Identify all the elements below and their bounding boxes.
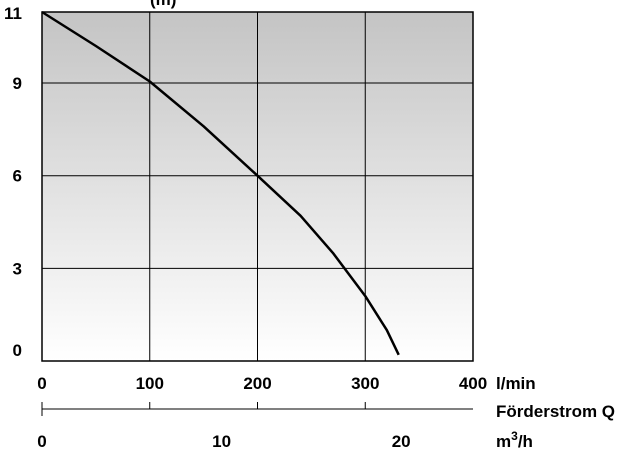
secondary-x-tick-label: 10	[212, 432, 231, 451]
top-label-fragment: (m)	[150, 0, 176, 9]
y-tick-label: 3	[13, 259, 22, 278]
y-tick-labels: 0 3 6 9 11	[4, 4, 22, 360]
plot-frame	[41, 11, 474, 362]
y-tick-label: 0	[13, 341, 22, 360]
y-tick-label: 6	[13, 167, 22, 186]
series-line	[41, 10, 400, 356]
secondary-x-axis: 0 10 20	[37, 402, 473, 451]
grid-lines	[41, 11, 474, 362]
series-layer	[41, 10, 400, 356]
secondary-x-tick-label: 0	[37, 432, 46, 451]
x-axis-title: Förderstrom Q	[496, 402, 615, 421]
y-tick-label: 11	[4, 4, 22, 23]
x-tick-labels: 0 100 200 300 400	[37, 374, 487, 393]
secondary-x-unit-base: m	[496, 432, 511, 451]
secondary-x-unit-tail: /h	[518, 432, 533, 451]
x-tick-label: 100	[136, 374, 164, 393]
x-tick-label: 400	[459, 374, 487, 393]
y-tick-label: 9	[13, 74, 22, 93]
x-tick-label: 0	[37, 374, 46, 393]
x-tick-label: 300	[351, 374, 379, 393]
secondary-x-unit-sup: 3	[511, 429, 518, 443]
x-tick-label: 200	[243, 374, 271, 393]
secondary-x-tick-label: 20	[392, 432, 411, 451]
secondary-x-unit: m3/h	[496, 429, 533, 451]
x-unit-label: l/min	[496, 374, 536, 393]
